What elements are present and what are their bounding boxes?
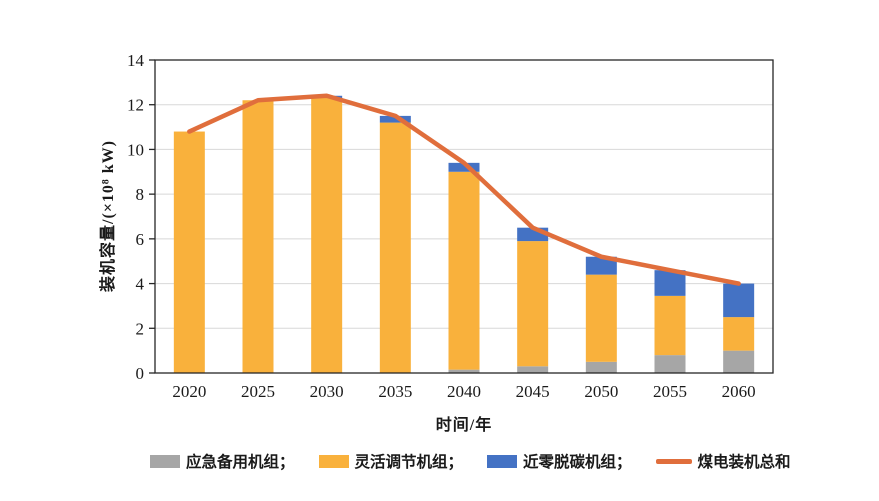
y-tick-label: 2 (136, 319, 145, 338)
bar-segment-2060-series2 (723, 283, 755, 318)
x-tick-label: 2035 (378, 382, 412, 401)
plot-border (154, 59, 774, 374)
x-tick-label: 2025 (241, 382, 275, 401)
y-axis-title: 装机容量/(×10⁸ kW) (100, 140, 117, 292)
total-line (187, 93, 741, 286)
bar-segment-2050-series0 (585, 361, 617, 373)
bar-segment-2040-series1 (448, 171, 480, 370)
bar-segment-2060-series0 (723, 350, 755, 373)
bar-segment-2040-series0 (448, 369, 480, 373)
bar-segment-2020-series1 (173, 131, 205, 373)
legend-color-swatch (318, 454, 349, 468)
x-tick-label: 2050 (584, 382, 618, 401)
legend-color-swatch (487, 454, 518, 468)
bar-segment-2040-series2 (448, 162, 480, 172)
bar-segment-2045-series1 (517, 241, 549, 367)
bar-segment-2035-series2 (379, 115, 411, 123)
x-tick-label: 2060 (722, 382, 756, 401)
bar-segment-2050-series2 (585, 256, 617, 275)
y-tick-label: 10 (127, 140, 144, 159)
x-tick-label: 2020 (172, 382, 206, 401)
bar-segment-2055-series1 (654, 295, 686, 356)
legend-item-2: 近零脱碳机组； (487, 450, 632, 472)
legend-label: 应急备用机组； (186, 454, 295, 471)
x-tick-label: 2030 (310, 382, 344, 401)
bar-segment-2045-series0 (517, 366, 549, 373)
bar-segment-2025-series1 (242, 100, 274, 373)
y-tick-label: 6 (136, 230, 145, 249)
y-tick-label: 12 (127, 96, 144, 115)
bar-segment-2030-series1 (311, 98, 343, 373)
y-tick-label: 4 (136, 275, 145, 294)
legend-label: 煤电装机总和 (697, 454, 791, 471)
legend-item-3: 煤电装机总和 (655, 450, 791, 472)
bar-segment-2050-series1 (585, 274, 617, 362)
y-tick-label: 8 (136, 185, 145, 204)
legend-item-1: 灵活调节机组； (318, 450, 464, 472)
x-tick-label: 2055 (653, 382, 687, 401)
x-tick-label: 2045 (516, 382, 550, 401)
legend: 应急备用机组； 灵活调节机组； 近零脱碳机组； 煤电装机总和 (150, 450, 791, 472)
y-tick-label: 0 (136, 364, 145, 383)
x-axis-title: 时间/年 (435, 417, 493, 434)
legend-label: 近零脱碳机组； (523, 454, 632, 471)
legend-color-swatch (150, 454, 180, 468)
bar-segment-2055-series0 (654, 355, 686, 373)
y-tick-label: 14 (127, 51, 145, 70)
chart-plot-area: 0 2 4 6 8 10 12 14 2020 2025 2030 2035 2040 2045 2050 2… (127, 51, 774, 401)
bar-segment-2060-series1 (723, 317, 755, 351)
legend-line-swatch (655, 458, 692, 464)
legend-item-0: 应急备用机组； (150, 450, 295, 472)
legend-label: 灵活调节机组； (354, 454, 464, 471)
x-tick-label: 2040 (447, 382, 481, 401)
bar-segment-2035-series1 (379, 122, 411, 373)
